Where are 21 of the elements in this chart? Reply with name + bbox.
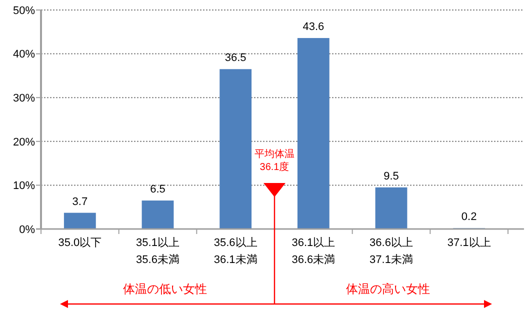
data-label: 6.5	[150, 184, 166, 196]
data-label: 0.2	[461, 211, 477, 224]
y-tick-label: 0%	[19, 224, 36, 236]
x-tick-label: 36.1以上 36.6未満	[292, 236, 336, 266]
annotation: 平均体温 36.1度	[254, 148, 294, 173]
x-tick-label: 36.6以上 37.1未満	[370, 236, 413, 266]
data-label: 9.5	[384, 170, 399, 182]
y-tick-label: 10%	[12, 180, 36, 192]
y-tick-label: 30%	[12, 92, 36, 104]
y-tick-label: 50%	[12, 4, 36, 17]
x-tick-label: 35.6以上 36.1未満	[214, 236, 258, 266]
data-label: 43.6	[302, 21, 324, 34]
y-tick-label: 40%	[12, 48, 36, 61]
y-tick-label: 20%	[12, 136, 36, 148]
x-tick-label: 35.1以上 35.6未満	[136, 236, 180, 266]
text: 体温の低い女性	[123, 282, 207, 296]
x-tick-label: 37.1以上	[447, 236, 491, 249]
data-label: 36.5	[224, 52, 246, 64]
text: 体温の高い女性	[346, 282, 430, 296]
data-label: 3.7	[72, 196, 88, 208]
x-tick-label: 35.0以下	[58, 236, 102, 249]
